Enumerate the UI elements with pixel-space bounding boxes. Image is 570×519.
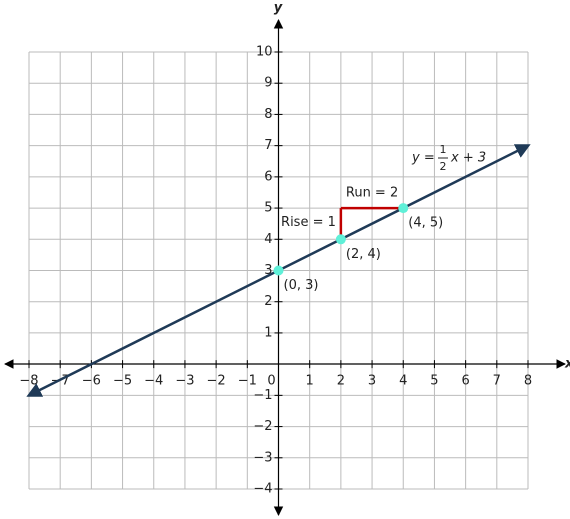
x-tick-label: −2 xyxy=(207,374,226,389)
point-label: (2, 4) xyxy=(346,247,381,262)
x-tick-label: 5 xyxy=(430,374,438,389)
y-tick-label: −2 xyxy=(253,419,272,434)
x-tick-label: 1 xyxy=(306,374,314,389)
x-tick-label: −5 xyxy=(113,374,132,389)
x-tick-label: 8 xyxy=(524,374,532,389)
x-tick-label: 6 xyxy=(461,374,469,389)
point-label: (0, 3) xyxy=(284,278,319,293)
x-tick-label: −3 xyxy=(175,374,194,389)
y-tick-label: −4 xyxy=(253,482,272,497)
y-tick-label: 10 xyxy=(256,45,273,60)
x-axis-label: x xyxy=(564,357,570,372)
equation-rhs: x + 3 xyxy=(450,151,486,166)
y-tick-label: 9 xyxy=(264,76,272,91)
point xyxy=(398,203,409,214)
y-tick-label: 4 xyxy=(264,232,272,247)
rise-label: Rise = 1 xyxy=(281,215,336,230)
y-tick-label: 8 xyxy=(264,107,272,122)
x-tick-label: 2 xyxy=(337,374,345,389)
run-label: Run = 2 xyxy=(346,186,398,201)
point-label: (4, 5) xyxy=(408,216,443,231)
y-tick-label: −3 xyxy=(253,450,272,465)
x-tick-label: −4 xyxy=(144,374,163,389)
x-tick-label: 3 xyxy=(368,374,376,389)
equation-numerator: 1 xyxy=(440,143,447,156)
point xyxy=(273,265,284,276)
equation-lhs: y = xyxy=(411,151,435,166)
point xyxy=(335,234,346,245)
y-tick-label: 1 xyxy=(264,325,272,340)
x-tick-label: −6 xyxy=(82,374,101,389)
y-tick-label: 7 xyxy=(264,138,272,153)
y-tick-label: 5 xyxy=(264,201,272,216)
x-tick-label: −1 xyxy=(238,374,257,389)
y-axis-label: y xyxy=(274,1,283,16)
x-tick-label: 0 xyxy=(267,374,275,389)
y-tick-label: −1 xyxy=(253,388,272,403)
x-tick-label: 4 xyxy=(399,374,407,389)
x-tick-label: −8 xyxy=(19,374,38,389)
equation-denominator: 2 xyxy=(440,160,447,173)
y-tick-label: 6 xyxy=(264,169,272,184)
x-tick-label: 7 xyxy=(493,374,501,389)
y-tick-label: 2 xyxy=(264,294,272,309)
